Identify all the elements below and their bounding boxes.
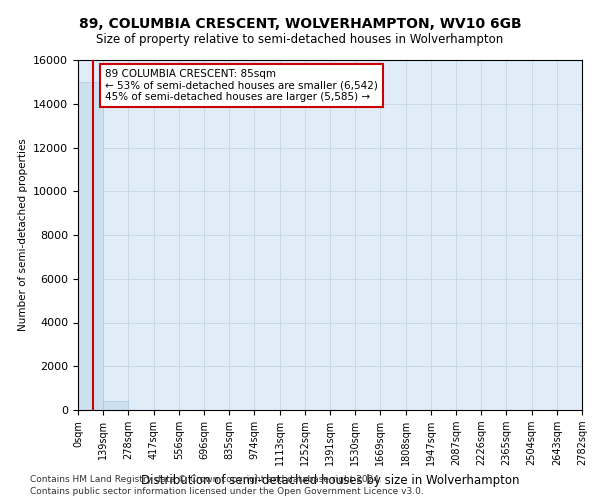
X-axis label: Distribution of semi-detached houses by size in Wolverhampton: Distribution of semi-detached houses by … <box>141 474 519 486</box>
Bar <box>103 401 128 410</box>
Text: 89, COLUMBIA CRESCENT, WOLVERHAMPTON, WV10 6GB: 89, COLUMBIA CRESCENT, WOLVERHAMPTON, WV… <box>79 18 521 32</box>
Y-axis label: Number of semi-detached properties: Number of semi-detached properties <box>17 138 28 332</box>
Bar <box>78 82 103 410</box>
Text: Contains public sector information licensed under the Open Government Licence v3: Contains public sector information licen… <box>30 486 424 496</box>
Text: Contains HM Land Registry data © Crown copyright and database right 2024.: Contains HM Land Registry data © Crown c… <box>30 476 382 484</box>
Text: 89 COLUMBIA CRESCENT: 85sqm
← 53% of semi-detached houses are smaller (6,542)
45: 89 COLUMBIA CRESCENT: 85sqm ← 53% of sem… <box>105 68 378 102</box>
Text: Size of property relative to semi-detached houses in Wolverhampton: Size of property relative to semi-detach… <box>97 32 503 46</box>
